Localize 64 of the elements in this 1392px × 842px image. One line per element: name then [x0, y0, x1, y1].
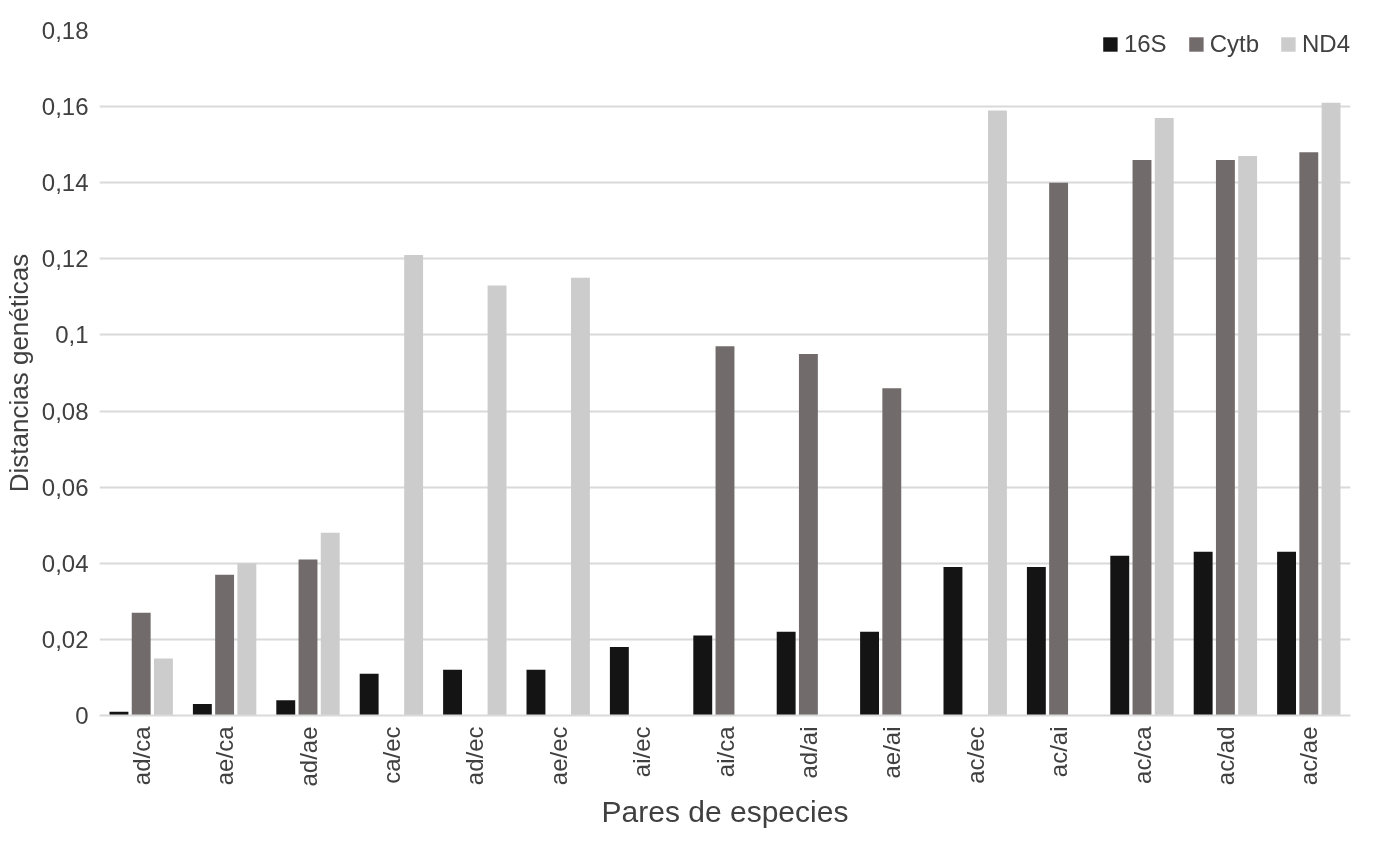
bar [131, 612, 151, 716]
bar [1215, 159, 1235, 716]
x-tick-label: ac/ae [1295, 726, 1323, 786]
bar [1110, 555, 1130, 716]
bar [798, 353, 818, 716]
bar [860, 631, 880, 716]
y-tick-label: 0,1 [55, 321, 89, 349]
y-tick-label: 0,16 [41, 93, 89, 121]
bar [359, 673, 379, 716]
x-tick-label: ac/ca [1128, 725, 1156, 784]
x-axis-title: Pares de especies [601, 794, 849, 828]
bar [215, 574, 235, 716]
y-tick-label: 0,02 [41, 625, 89, 653]
bar [776, 631, 796, 716]
x-tick-label: ad/ec [461, 726, 489, 786]
x-tick-label: ad/ai [794, 726, 822, 779]
bar [298, 559, 318, 716]
bar [1299, 152, 1319, 716]
x-tick-label: ai/ca [711, 725, 739, 778]
y-tick-label: 0,06 [41, 473, 89, 501]
bar [570, 277, 590, 716]
bar [1049, 182, 1069, 716]
bar [153, 658, 173, 716]
y-tick-label: 0,12 [41, 245, 89, 273]
bar [715, 346, 735, 716]
bar [1026, 567, 1046, 716]
bar [1154, 118, 1174, 716]
bar [320, 532, 340, 716]
bar [487, 285, 507, 716]
y-tick-label: 0,18 [41, 17, 89, 44]
x-tick-label: ae/ec [544, 726, 572, 786]
bar [943, 567, 963, 716]
x-tick-label: ac/ad [1211, 726, 1239, 786]
bar [609, 647, 629, 716]
bar [443, 669, 463, 716]
bar [987, 110, 1007, 716]
bar [1277, 551, 1297, 716]
x-tick-label: ac/ec [961, 726, 989, 784]
legend-label: 16S [1123, 30, 1167, 58]
bar [526, 669, 546, 716]
x-tick-label: ae/ai [878, 726, 906, 779]
bar [882, 388, 902, 716]
legend-label: ND4 [1301, 30, 1350, 58]
bar [404, 255, 424, 716]
bar [693, 635, 713, 716]
y-tick-label: 0,08 [41, 397, 89, 425]
bar [276, 700, 296, 716]
bar [1321, 102, 1341, 716]
x-tick-label: ad/ca [127, 725, 155, 786]
bar [1193, 551, 1213, 716]
legend-label: Cytb [1209, 30, 1259, 58]
bar [237, 563, 257, 716]
y-axis-title: Distancias genéticas [3, 253, 34, 493]
x-tick-label: ca/ec [377, 726, 405, 784]
y-tick-label: 0 [75, 702, 89, 729]
bar [1238, 156, 1258, 716]
x-tick-label: ac/ai [1045, 726, 1073, 778]
bar [192, 704, 212, 716]
y-tick-label: 0,04 [41, 549, 89, 577]
x-tick-label: ai/ec [628, 726, 656, 778]
bar [1132, 159, 1152, 716]
x-tick-label: ae/ca [211, 725, 239, 786]
x-tick-label: ad/ae [294, 726, 322, 787]
y-tick-label: 0,14 [41, 169, 89, 197]
